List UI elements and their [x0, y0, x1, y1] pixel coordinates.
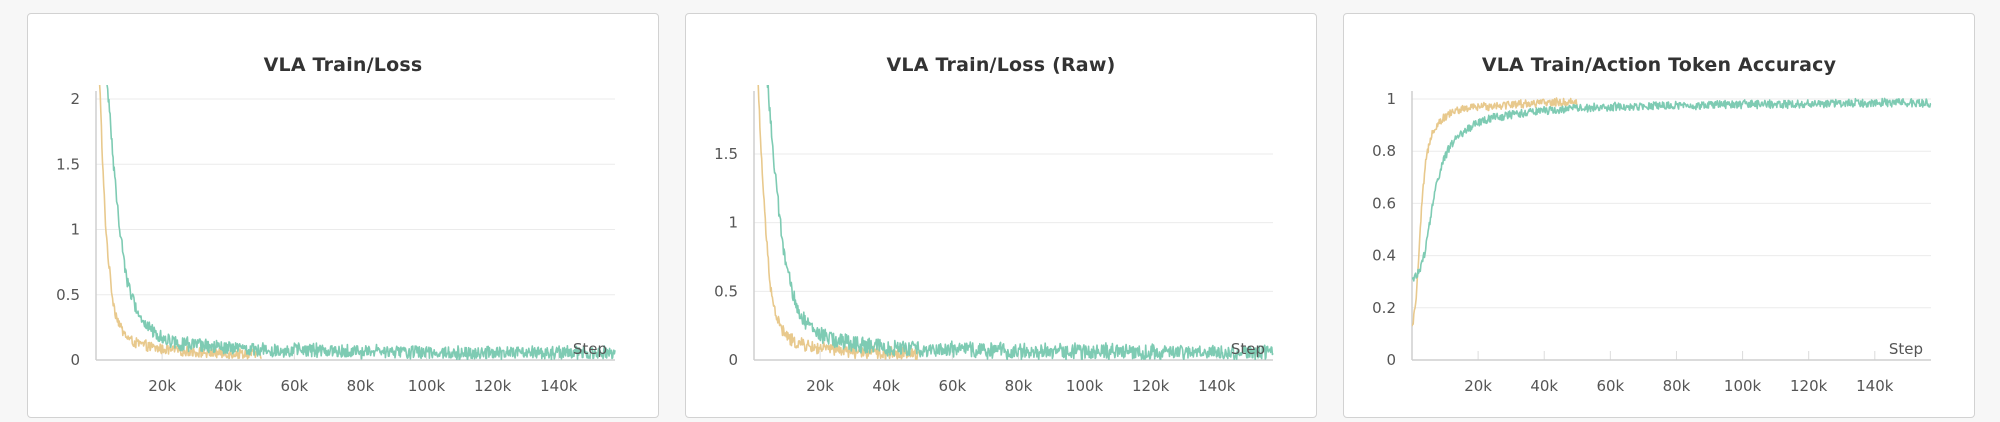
chart-panel-loss: VLA Train/Loss 0 0.5 1 1.5 2 20k 40k 60k 80k 100k…: [27, 13, 659, 418]
y-tick-label: 0.5: [56, 286, 80, 304]
y-tick-label: 1.5: [714, 145, 738, 163]
x-axis-label: Step: [573, 340, 607, 358]
x-tick-label: 100k: [408, 377, 446, 395]
x-tick-label: 120k: [474, 377, 512, 395]
y-tick-label: 1: [70, 221, 80, 239]
chart-panel-accuracy: VLA Train/Action Token Accuracy 0 0.2 0.4 0…: [1343, 13, 1975, 418]
chart-title: VLA Train/Loss: [263, 54, 423, 76]
chart-loss-raw: 0 0.5 1 1.5 20k 40k 60k 80k 100k 120k 140k Step: [714, 85, 1274, 395]
series-line: [98, 85, 263, 360]
y-tick-label: 0: [728, 351, 738, 369]
x-tick-label: 40k: [872, 377, 900, 395]
x-tick-label: 40k: [1530, 377, 1558, 395]
chart-panel-loss-raw: VLA Train/Loss (Raw) 0 0.5 1 1.5 20k 40k 60k 80…: [685, 13, 1317, 418]
y-tick-label: 0.8: [1372, 142, 1396, 160]
chart-title: VLA Train/Action Token Accuracy: [1481, 54, 1837, 76]
series-line: [1412, 97, 1578, 327]
x-tick-label: 100k: [1724, 377, 1762, 395]
y-tick-label: 0: [1386, 351, 1396, 369]
x-tick-label: 20k: [806, 377, 834, 395]
y-tick-label: 0.2: [1372, 299, 1396, 317]
x-tick-label: 80k: [347, 377, 375, 395]
x-tick-label: 60k: [938, 377, 966, 395]
series-line: [1412, 97, 1932, 282]
chart-loss: 0 0.5 1 1.5 2 20k 40k 60k 80k 100k 120k 140k Step: [56, 85, 616, 395]
x-tick-label: 140k: [1198, 377, 1236, 395]
y-tick-label: 0.5: [714, 282, 738, 300]
x-axis-label: Step: [1889, 340, 1923, 358]
y-tick-label: 0.4: [1372, 247, 1396, 265]
x-axis-label: Step: [1231, 340, 1265, 358]
x-tick-label: 120k: [1132, 377, 1170, 395]
series-line: [766, 85, 1274, 360]
series-line: [106, 85, 616, 360]
series-line: [757, 85, 920, 360]
chart-title: VLA Train/Loss (Raw): [886, 54, 1116, 76]
x-tick-label: 60k: [280, 377, 308, 395]
x-tick-label: 40k: [214, 377, 242, 395]
x-tick-label: 140k: [1856, 377, 1894, 395]
y-tick-label: 2: [70, 90, 80, 108]
x-tick-label: 140k: [540, 377, 578, 395]
y-tick-label: 1: [1386, 90, 1396, 108]
x-tick-label: 20k: [148, 377, 176, 395]
x-tick-label: 80k: [1663, 377, 1691, 395]
y-tick-label: 1.5: [56, 155, 80, 173]
x-tick-label: 80k: [1005, 377, 1033, 395]
y-tick-label: 0.6: [1372, 194, 1396, 212]
x-tick-label: 20k: [1464, 377, 1492, 395]
y-tick-label: 1: [728, 214, 738, 232]
x-tick-label: 60k: [1596, 377, 1624, 395]
x-tick-label: 100k: [1066, 377, 1104, 395]
x-tick-label: 120k: [1790, 377, 1828, 395]
y-tick-label: 0: [70, 351, 80, 369]
